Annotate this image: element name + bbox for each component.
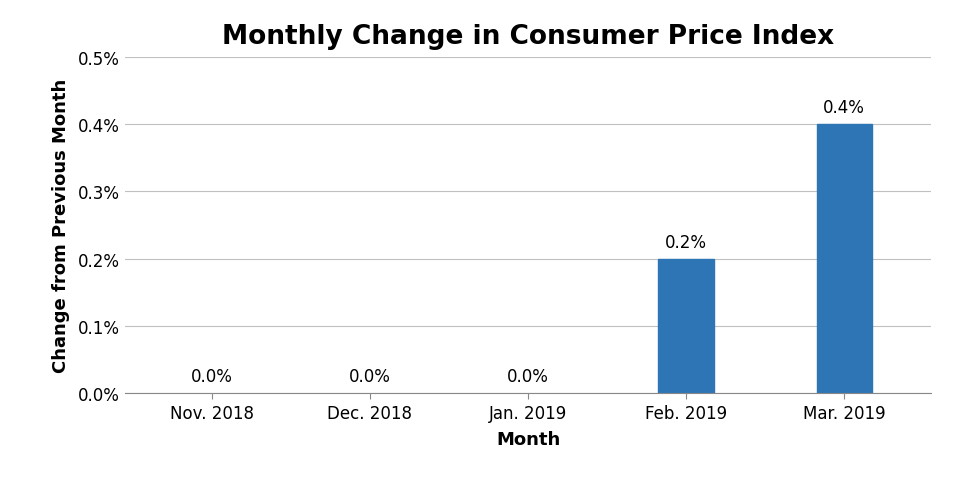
Bar xyxy=(659,259,714,394)
Text: 0.2%: 0.2% xyxy=(665,233,708,251)
Text: 0.0%: 0.0% xyxy=(507,368,549,385)
Title: Monthly Change in Consumer Price Index: Monthly Change in Consumer Price Index xyxy=(222,24,834,50)
Text: 0.0%: 0.0% xyxy=(348,368,391,385)
X-axis label: Month: Month xyxy=(496,430,560,448)
Bar xyxy=(817,125,872,394)
Y-axis label: Change from Previous Month: Change from Previous Month xyxy=(52,79,70,372)
Text: 0.0%: 0.0% xyxy=(191,368,232,385)
Text: 0.4%: 0.4% xyxy=(824,99,865,117)
